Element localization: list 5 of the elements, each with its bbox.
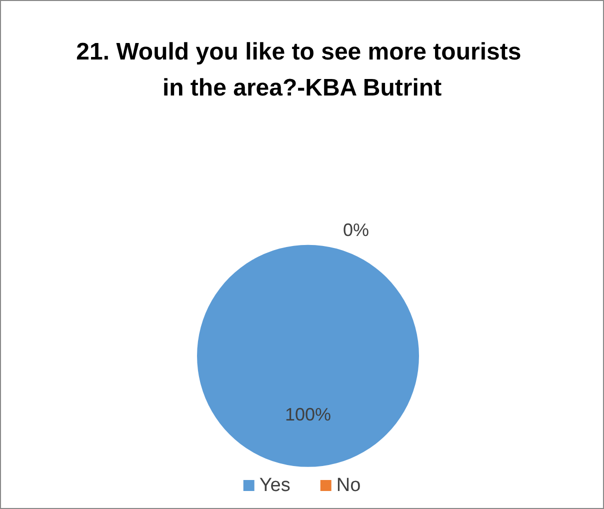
chart-title: 21. Would you like to see more tourists in the area?-KBA Butrint xyxy=(76,38,528,102)
text: 0% xyxy=(343,220,370,240)
legend-label: No xyxy=(336,475,361,496)
data-label: 100% xyxy=(284,404,332,424)
legend-label: Yes xyxy=(259,475,290,496)
